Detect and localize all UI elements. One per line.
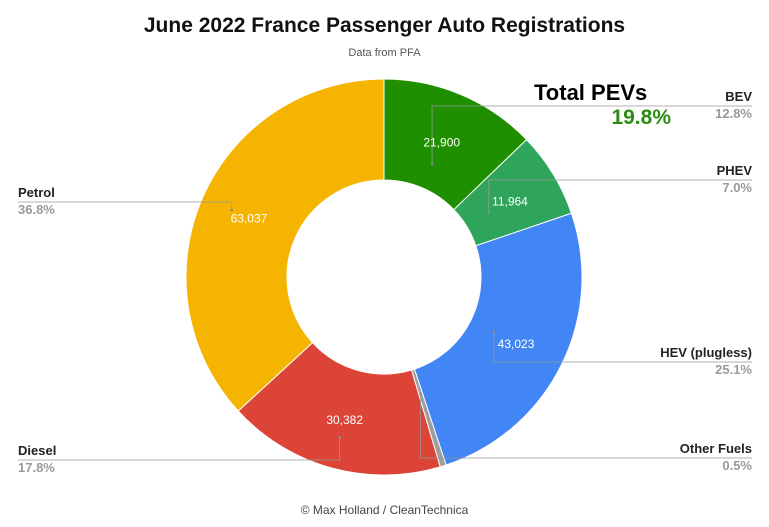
- value-label-hev-plugless: 43,023: [498, 337, 535, 351]
- label-name-hev-plugless: HEV (plugless): [660, 345, 752, 360]
- slice-hev-plugless: [413, 212, 583, 466]
- label-name-diesel: Diesel: [18, 443, 56, 458]
- leader-line-other-fuels: [420, 394, 752, 459]
- label-name-phev: PHEV: [717, 163, 753, 178]
- label-percent-phev: 7.0%: [722, 180, 752, 195]
- chart-subtitle: Data from PFA: [348, 47, 421, 59]
- label-percent-bev: 12.8%: [715, 106, 752, 121]
- label-percent-petrol: 36.8%: [18, 202, 55, 217]
- leader-line-phev: [488, 179, 752, 214]
- value-label-petrol: 63,037: [231, 212, 268, 226]
- value-label-bev: 21,900: [423, 135, 460, 149]
- label-percent-hev-plugless: 25.1%: [715, 362, 752, 377]
- value-labels-group: 21,900 11,964 43,023 30,382 63,037: [231, 135, 535, 427]
- label-percent-other-fuels: 0.5%: [722, 458, 752, 473]
- value-label-diesel: 30,382: [326, 413, 363, 427]
- label-name-other-fuels: Other Fuels: [680, 441, 752, 456]
- value-label-phev: 11,964: [492, 194, 528, 208]
- label-name-petrol: Petrol: [18, 185, 55, 200]
- chart-title: June 2022 France Passenger Auto Registra…: [143, 14, 626, 37]
- slices-group: [185, 78, 583, 476]
- leader-lines-group: [18, 105, 752, 461]
- leader-line-diesel: [18, 437, 341, 461]
- leader-line-hev-plugless: [493, 331, 752, 363]
- slice-petrol: [185, 78, 385, 412]
- slice-diesel: [237, 341, 441, 476]
- total-pevs-label: Total PEVs: [534, 80, 648, 105]
- total-pevs-value: 19.8%: [611, 106, 671, 129]
- label-name-bev: BEV: [725, 89, 752, 104]
- outer-labels-group: BEV 12.8% PHEV 7.0% HEV (plugless) 25.1% Other…: [18, 89, 752, 475]
- leader-line-bev: [431, 105, 752, 165]
- label-percent-diesel: 17.8%: [18, 460, 55, 475]
- leader-line-petrol: [18, 201, 233, 211]
- footer-credit: © Max Holland / CleanTechnica: [300, 503, 469, 517]
